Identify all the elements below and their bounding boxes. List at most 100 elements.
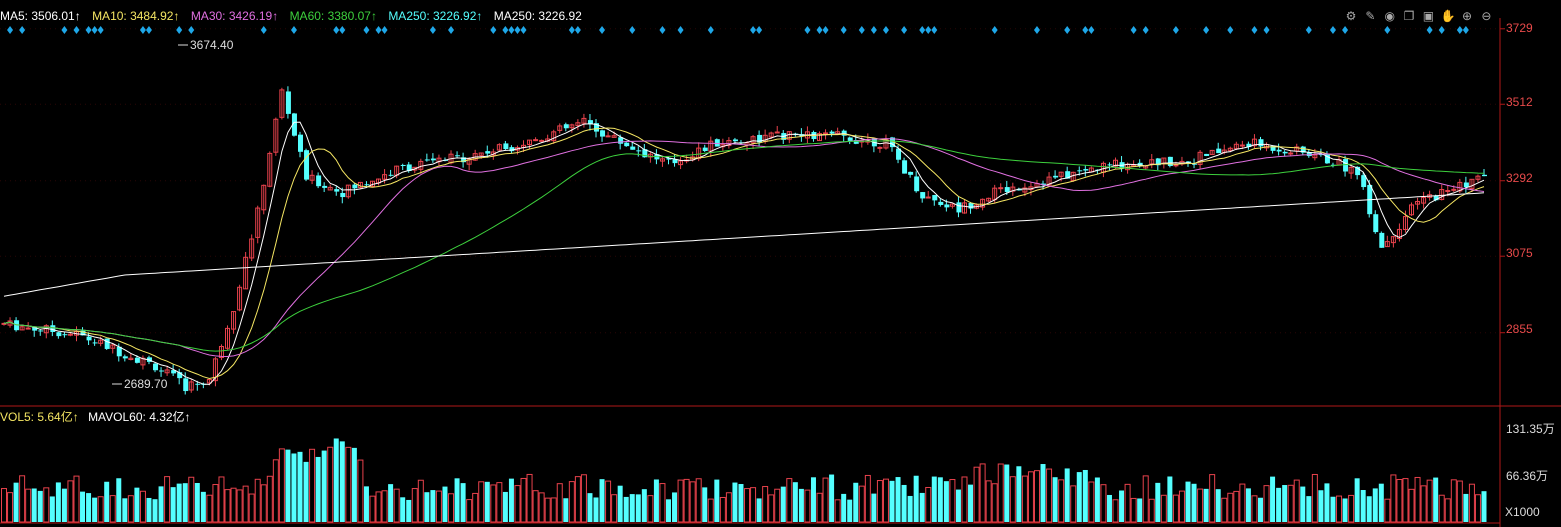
candle-body-down xyxy=(1053,175,1059,178)
candle-body-up xyxy=(1439,189,1445,201)
volume-bar-down xyxy=(1433,477,1439,522)
volume-bar-up xyxy=(774,488,781,523)
volume-bar-down xyxy=(937,477,943,522)
pen-icon[interactable]: ✎ xyxy=(1365,9,1376,23)
signal-marker xyxy=(520,26,527,34)
volume-bar-up xyxy=(804,489,811,523)
volume-bar-up xyxy=(520,477,527,523)
volume-bar-up xyxy=(1112,499,1119,523)
volume-bar-down xyxy=(599,479,605,522)
mavol60-label: MAVOL60: 4.32亿↑ xyxy=(88,410,191,424)
volume-bar-up xyxy=(514,485,521,523)
volume-bar-up xyxy=(127,495,134,523)
volume-bar-up xyxy=(67,480,74,523)
ma10-line xyxy=(3,127,1485,380)
volume-bar-up xyxy=(1468,483,1475,523)
candle-body-down xyxy=(956,202,962,213)
volume-bar-down xyxy=(80,491,86,522)
volume-bar-up xyxy=(786,478,793,523)
candle-body-up xyxy=(1402,216,1408,230)
signal-marker xyxy=(1384,26,1391,34)
volume-bar-up xyxy=(278,448,285,523)
volume-bar-down xyxy=(1306,496,1312,522)
volume-bar-up xyxy=(212,484,219,523)
candle-body-down xyxy=(304,150,310,180)
candle-body-down xyxy=(666,158,672,160)
candle-body-down xyxy=(938,201,944,205)
candle-body-down xyxy=(968,202,974,209)
candle-body-up xyxy=(1390,236,1396,244)
signal-marker xyxy=(822,26,829,34)
volume-bar-up xyxy=(1021,475,1028,523)
candle-body-down xyxy=(702,147,708,151)
candle-body-down xyxy=(116,346,122,357)
volume-bar-up xyxy=(25,488,32,523)
ma5-label: MA5: 3506.01↑ xyxy=(0,9,81,23)
candle-body-up xyxy=(98,339,104,344)
signal-marker xyxy=(139,26,146,34)
candle-body-up xyxy=(1312,154,1318,159)
signal-marker xyxy=(1462,26,1469,34)
candle-body-down xyxy=(171,370,177,374)
volume-bar-down xyxy=(1040,464,1046,522)
volume-bar-down xyxy=(895,477,901,522)
volume-bar-down xyxy=(351,447,357,522)
volume-bar-up xyxy=(762,486,769,523)
volume-bar-up xyxy=(659,483,666,523)
volume-bar-down xyxy=(810,477,816,522)
save-icon[interactable]: ▣ xyxy=(1422,9,1435,23)
volume-bar-down xyxy=(919,492,925,522)
candle-body-down xyxy=(829,131,835,134)
candle-body-down xyxy=(86,336,92,341)
candle-body-down xyxy=(908,171,914,175)
candle-body-up xyxy=(273,118,279,153)
candle-body-down xyxy=(732,139,738,142)
volume-bar-up xyxy=(1027,471,1034,523)
signal-marker xyxy=(260,26,267,34)
volume-bar-down xyxy=(968,484,974,522)
candle-body-down xyxy=(455,155,461,157)
zoom-in-icon[interactable]: ⊕ xyxy=(1462,9,1473,23)
signal-marker xyxy=(333,26,340,34)
volume-bar-down xyxy=(563,498,569,522)
volume-bar-down xyxy=(339,441,345,522)
volume-bar-down xyxy=(792,482,798,522)
eye-icon[interactable]: ◉ xyxy=(1384,9,1395,23)
candle-body-down xyxy=(642,149,648,158)
signal-marker xyxy=(375,26,382,34)
volume-bar-down xyxy=(1463,493,1469,522)
candle-body-down xyxy=(847,137,853,141)
volume-bar-up xyxy=(882,478,889,523)
volume-bar-up xyxy=(568,481,575,523)
ma10-label: MA10: 3484.92↑ xyxy=(92,9,180,23)
candle-body-up xyxy=(883,138,889,149)
hand-icon[interactable]: ✋ xyxy=(1440,9,1456,23)
volume-bar-up xyxy=(744,488,751,523)
copy-icon[interactable]: ❐ xyxy=(1403,9,1415,23)
candle-body-down xyxy=(1065,171,1071,179)
signal-marker xyxy=(1329,26,1336,34)
volume-bar-up xyxy=(188,476,195,523)
signal-marker xyxy=(574,26,581,34)
candle-body-down xyxy=(1324,154,1330,164)
gear-icon[interactable]: ⚙ xyxy=(1345,9,1357,23)
volume-bar-down xyxy=(13,482,19,522)
candle-body-up xyxy=(817,133,823,142)
volume-bar-down xyxy=(200,491,206,522)
volume-bar-down xyxy=(1094,477,1100,522)
zoom-out-icon[interactable]: ⊖ xyxy=(1481,9,1492,23)
volume-bar-up xyxy=(750,487,757,523)
volume-bar-down xyxy=(1257,497,1263,522)
price-tick-3512: 3512 xyxy=(1506,95,1533,109)
signal-marker xyxy=(1142,26,1149,34)
signal-marker xyxy=(145,26,152,34)
candle-body-up xyxy=(1251,138,1257,147)
candle-body-up xyxy=(678,160,684,166)
volume-tick-high: 131.35万 xyxy=(1506,422,1555,436)
volume-bar-down xyxy=(593,497,599,522)
candle-body-up xyxy=(212,358,218,382)
volume-bar-up xyxy=(230,487,237,523)
volume-bar-down xyxy=(1378,483,1384,522)
volume-bar-down xyxy=(321,450,327,522)
